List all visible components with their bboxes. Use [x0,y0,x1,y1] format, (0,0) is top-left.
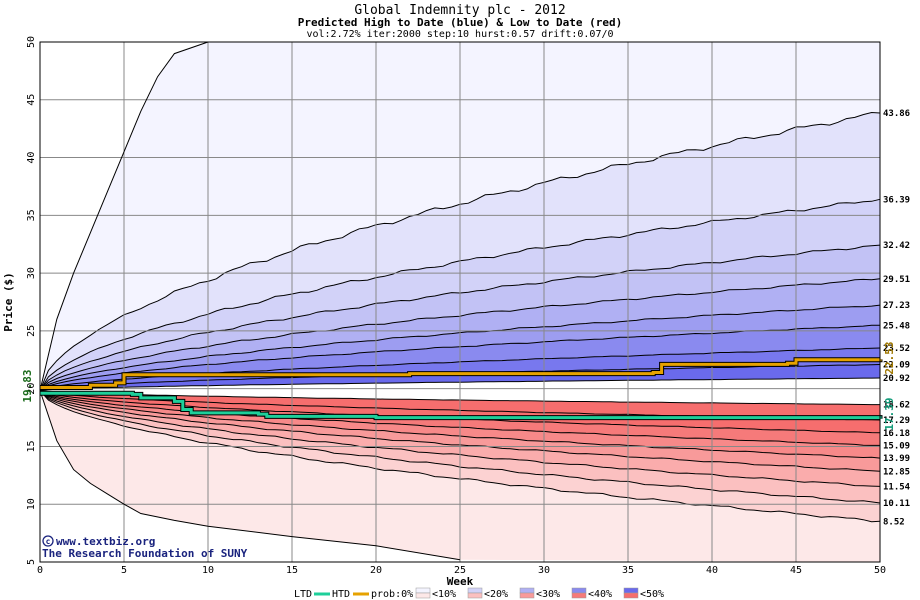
low-band [40,390,880,503]
x-tick-label: 0 [37,565,43,576]
high-end-label: 32.42 [883,241,910,251]
low-band-outer [40,390,880,562]
low-end-label: 12.85 [883,467,910,477]
copyright-glyph: c [46,537,51,546]
chart-params: vol:2.72% iter:2000 step:10 hurst:0.57 d… [306,29,613,40]
high-end-label: 23.52 [883,344,910,354]
x-tick-label: 25 [454,565,466,576]
y-tick-label: 50 [26,36,37,48]
x-tick-label: 45 [790,565,802,576]
credit: c www.textbiz.org The Research Foundatio… [42,535,248,560]
y-axis-label: Price ($) [2,272,15,332]
low-end-label: 13.99 [883,454,910,464]
legend-swatch-low [519,592,535,599]
band-end-labels: 43.86 36.39 32.42 29.51 27.23 25.48 23.52 22.09… [883,109,911,527]
high-band [40,245,880,391]
y-tick-label: 30 [26,267,37,279]
ltd-end-label: 17.39 [883,397,896,430]
y-tick-label: 40 [26,152,37,164]
high-end-label: 22.09 [883,361,910,371]
high-end-label: 25.48 [883,321,910,331]
htd-ltd-series [40,357,883,421]
x-tick-label: 20 [370,565,382,576]
low-end-label: 18.62 [883,401,910,411]
y-tick-label: 20 [26,383,37,395]
legend-swatch-high [467,587,483,594]
start-price-label: 19.83 [21,369,34,402]
legend-swatch-low [623,592,639,599]
htd-end-label: 22.53 [883,341,896,374]
credit-org: The Research Foundation of SUNY [42,547,248,560]
y-tick-label: 45 [26,94,37,106]
extreme-high-line [39,41,209,391]
low-band [40,390,880,522]
x-tick-label: 35 [622,565,634,576]
legend-item-label: <20% [484,589,508,600]
y-tick-label: 5 [26,559,37,565]
low-end-label: 17.29 [883,416,910,426]
x-tick-label: 15 [286,565,298,576]
legend-swatch-low [467,592,483,599]
low-band [40,390,880,459]
legend-swatch-low [571,592,587,599]
x-axis-label: Week [447,575,474,588]
low-band [40,390,880,472]
high-end-label: 29.51 [883,275,910,285]
x-tick-label: 40 [706,565,718,576]
chart-title: Global Indemnity plc - 2012 [354,3,565,18]
legend-item-label: <10% [432,589,456,600]
y-tick-label: 35 [26,209,37,221]
legend-swatch-low [415,592,431,599]
ltd-line [40,391,882,420]
high-band-outer [40,42,880,391]
high-band [40,199,880,391]
legend-item-label: <50% [640,589,664,600]
legend-item-label: <30% [536,589,560,600]
high-band [40,278,880,391]
low-end-label: 10.11 [883,499,910,509]
low-end-label: 11.54 [883,482,911,492]
high-end-label: 27.23 [883,301,910,311]
y-tick-label: 15 [26,440,37,452]
legend-ltd-label: LTD [294,589,312,600]
y-tick-label: 10 [26,498,37,510]
low-band [40,390,880,487]
legend-htd-label: HTD [332,589,350,600]
extreme-curves [39,41,461,561]
legend-prob-prefix: prob:0% [371,589,413,600]
high-end-label: 20.92 [883,374,910,384]
low-end-label: 8.52 [883,517,905,527]
htd-line [40,358,882,389]
legend-item-label: <40% [588,589,612,600]
legend-swatch-high [519,587,535,594]
credit-url: www.textbiz.org [56,535,155,548]
x-tick-label: 30 [538,565,550,576]
low-end-label: 15.09 [883,441,910,451]
high-band [40,305,880,391]
high-end-label: 43.86 [883,109,910,119]
plot-frame [39,41,881,563]
low-band [40,390,880,446]
copyright-icon [42,535,54,547]
legend: LTD HTD prob:0% <10% <20% <30% <40% <50% [294,587,664,600]
legend-swatch-high [415,587,431,594]
high-end-label: 36.39 [883,195,910,205]
chart-subtitle: Predicted High to Date (blue) & Low to D… [298,16,623,29]
x-tick-label: 10 [202,565,214,576]
y-tick-label: 25 [26,325,37,337]
legend-swatch-high [623,587,639,594]
legend-swatch-high [571,587,587,594]
extreme-low-line [39,390,461,561]
x-tick-label: 50 [874,565,886,576]
x-tick-label: 5 [121,565,127,576]
low-end-label: 16.18 [883,429,910,439]
